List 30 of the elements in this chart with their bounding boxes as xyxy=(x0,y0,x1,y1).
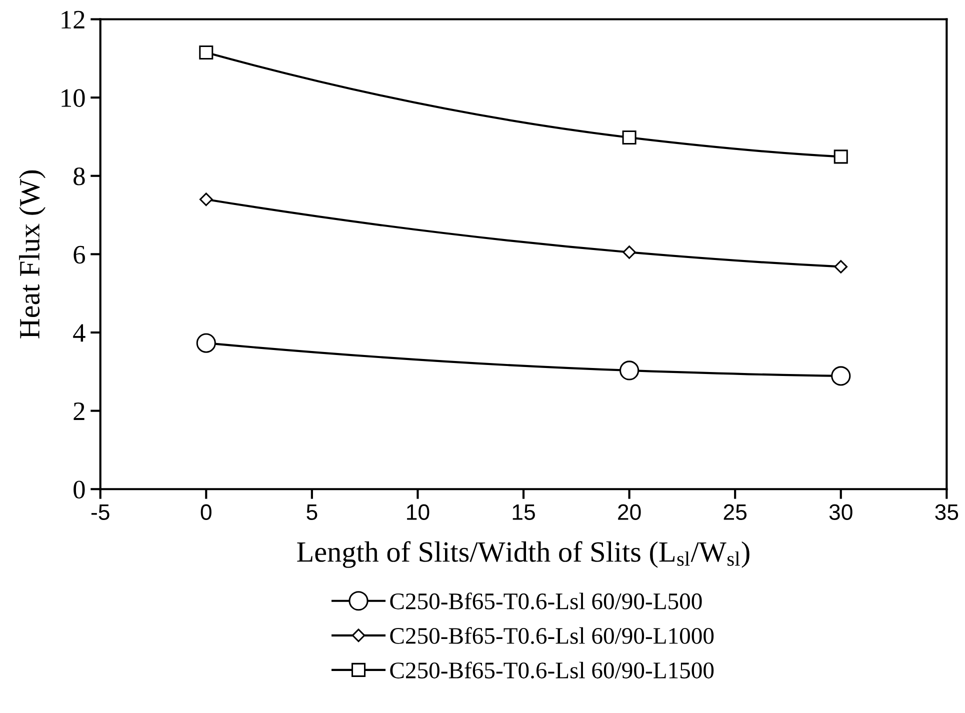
legend-label: C250-Bf65-T0.6-Lsl 60/90-L1500 xyxy=(390,662,714,679)
point xyxy=(620,360,640,380)
point xyxy=(831,366,851,386)
x-tick-label: 15 xyxy=(512,504,535,520)
x-tick-label: -5 xyxy=(91,504,110,520)
y-tick-label: 8 xyxy=(74,167,85,186)
point xyxy=(199,192,213,206)
point xyxy=(196,333,216,353)
legend-label: C250-Bf65-T0.6-Lsl 60/90-L500 xyxy=(390,592,702,610)
x-axis-title: Length of Slits/Width of Slits (L$_{sl}$/W$_{sl}$) xyxy=(297,541,750,568)
y-tick-label: 6 xyxy=(74,246,85,264)
point xyxy=(199,46,214,60)
y-tick-label: 2 xyxy=(74,402,84,420)
point xyxy=(622,130,636,145)
point xyxy=(834,150,848,164)
point xyxy=(622,246,636,259)
y-tick-label: 12 xyxy=(62,10,84,28)
x-tick-label: 10 xyxy=(407,504,430,520)
x-tick-label: 30 xyxy=(829,504,852,520)
y-tick-label: 4 xyxy=(73,324,86,342)
x-tick-label: 20 xyxy=(618,504,641,520)
legend-label: C250-Bf65-T0.6-Lsl 60/90-L1000 xyxy=(390,627,714,644)
point xyxy=(834,260,848,274)
x-tick-label: 0 xyxy=(200,504,212,520)
x-tick-label: 35 xyxy=(935,504,958,520)
y-axis-title: Heat Flux (W) xyxy=(19,170,46,338)
y-tick-label: 0 xyxy=(74,480,85,499)
y-tick-label: 10 xyxy=(62,89,85,107)
x-tick-label: 5 xyxy=(306,504,318,520)
x-tick-label: 25 xyxy=(724,504,747,520)
